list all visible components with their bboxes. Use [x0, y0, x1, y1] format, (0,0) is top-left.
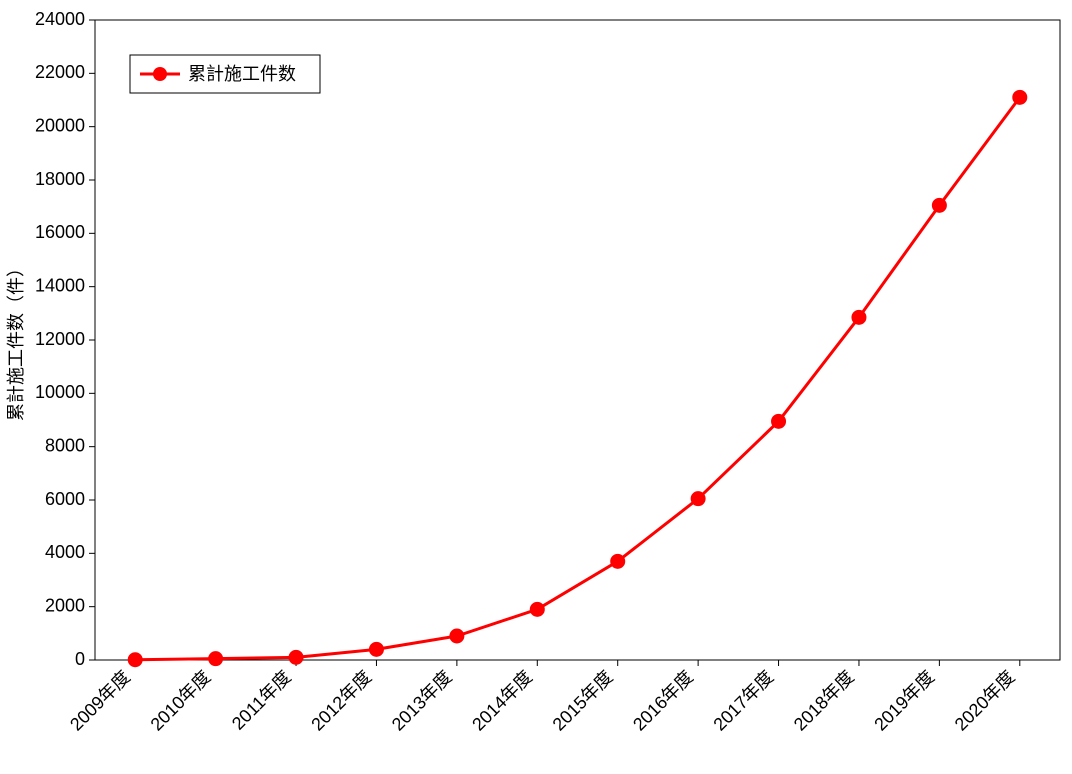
y-tick-label: 2000: [45, 595, 85, 615]
series-marker: [530, 602, 544, 616]
plot-border: [95, 20, 1060, 660]
x-tick-label: 2013年度: [388, 667, 456, 735]
y-tick-label: 4000: [45, 542, 85, 562]
series-marker: [369, 642, 383, 656]
x-tick-label: 2012年度: [307, 667, 375, 735]
legend-marker-icon: [153, 67, 167, 81]
x-tick-label: 2019年度: [870, 667, 938, 735]
x-tick-label: 2017年度: [709, 667, 777, 735]
x-tick-label: 2011年度: [228, 667, 295, 734]
series-marker: [209, 652, 223, 666]
x-tick-label: 2010年度: [147, 667, 215, 735]
x-tick-label: 2009年度: [66, 667, 134, 735]
y-tick-label: 16000: [35, 222, 85, 242]
series-marker: [450, 629, 464, 643]
x-tick-label: 2016年度: [629, 667, 697, 735]
x-tick-label: 2015年度: [549, 667, 617, 735]
x-tick-label: 2014年度: [468, 667, 536, 735]
y-tick-label: 12000: [35, 329, 85, 349]
x-tick-label: 2020年度: [951, 667, 1019, 735]
series-line: [135, 97, 1020, 659]
series-marker: [289, 650, 303, 664]
y-tick-label: 22000: [35, 62, 85, 82]
series-marker: [611, 554, 625, 568]
series-marker: [772, 414, 786, 428]
x-tick-label: 2018年度: [790, 667, 858, 735]
chart-container: 0 2000 4000 6000 8000 10000 12000 14000 16000 180…: [0, 0, 1072, 774]
series-marker: [932, 198, 946, 212]
y-tick-label: 6000: [45, 489, 85, 509]
y-tick-label: 18000: [35, 169, 85, 189]
y-tick-label: 0: [75, 649, 85, 669]
series-marker: [1013, 90, 1027, 104]
y-tick-label: 10000: [35, 382, 85, 402]
series-marker: [128, 653, 142, 667]
y-tick-label: 20000: [35, 115, 85, 135]
y-tick-label: 24000: [35, 9, 85, 29]
y-axis-label: 累計施工件数（件）: [6, 259, 26, 421]
series-marker: [852, 310, 866, 324]
y-tick-label: 8000: [45, 435, 85, 455]
line-chart: 0 2000 4000 6000 8000 10000 12000 14000 16000 180…: [0, 0, 1072, 774]
y-tick-label: 14000: [35, 275, 85, 295]
legend-label: 累計施工件数: [188, 64, 296, 84]
series-marker: [691, 492, 705, 506]
